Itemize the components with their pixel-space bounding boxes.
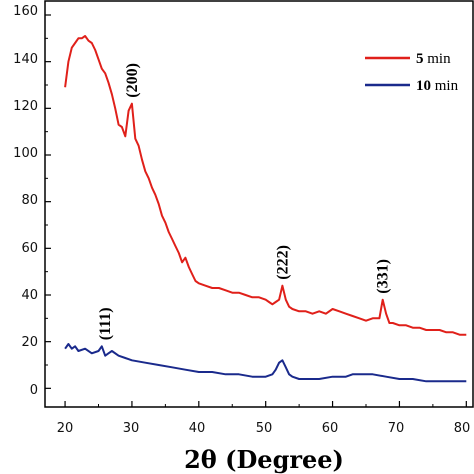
legend-label: 5 min (416, 51, 451, 67)
legend-label-number: 5 (416, 51, 424, 67)
plot-frame (44, 0, 474, 408)
legend-label-number: 10 (416, 78, 431, 94)
y-tick-label: 100 (13, 146, 38, 161)
x-tick-label: 30 (123, 421, 140, 436)
x-axis-label: 2θ (Degree) (184, 445, 344, 474)
y-tick-label: 120 (13, 99, 38, 114)
peak-label: (222) (274, 245, 291, 280)
legend-label-unit: min (424, 51, 452, 67)
y-tick-label: 160 (13, 4, 38, 19)
y-tick-label: 20 (21, 335, 38, 350)
peak-annotations: (111) (200) (222) (331) (97, 63, 392, 340)
y-tick-label: 40 (21, 288, 38, 303)
x-tick-label: 80 (454, 421, 471, 436)
plot-area (44, 0, 474, 408)
peak-label: (200) (124, 63, 141, 98)
series-line-10min (64, 343, 467, 383)
y-tick-labels: 0 20 40 60 80 100 120 140 160 (13, 4, 38, 398)
x-tick-label: 50 (256, 421, 273, 436)
y-tick-label: 60 (21, 241, 38, 256)
x-tick-label: 60 (322, 421, 339, 436)
x-tick-labels: 20 30 40 50 60 70 80 (57, 421, 471, 436)
y-tick-label: 140 (13, 52, 38, 67)
peak-label: (331) (375, 259, 392, 294)
y-tick-label: 80 (21, 193, 38, 208)
peak-label: (111) (97, 307, 114, 340)
x-tick-label: 70 (388, 421, 405, 436)
x-tick-label: 40 (189, 421, 206, 436)
legend-label: 10 min (416, 78, 459, 94)
legend-label-unit: min (431, 78, 459, 94)
x-tick-label: 20 (57, 421, 74, 436)
series-line-5min (64, 35, 467, 336)
y-tick-label: 0 (30, 383, 38, 398)
